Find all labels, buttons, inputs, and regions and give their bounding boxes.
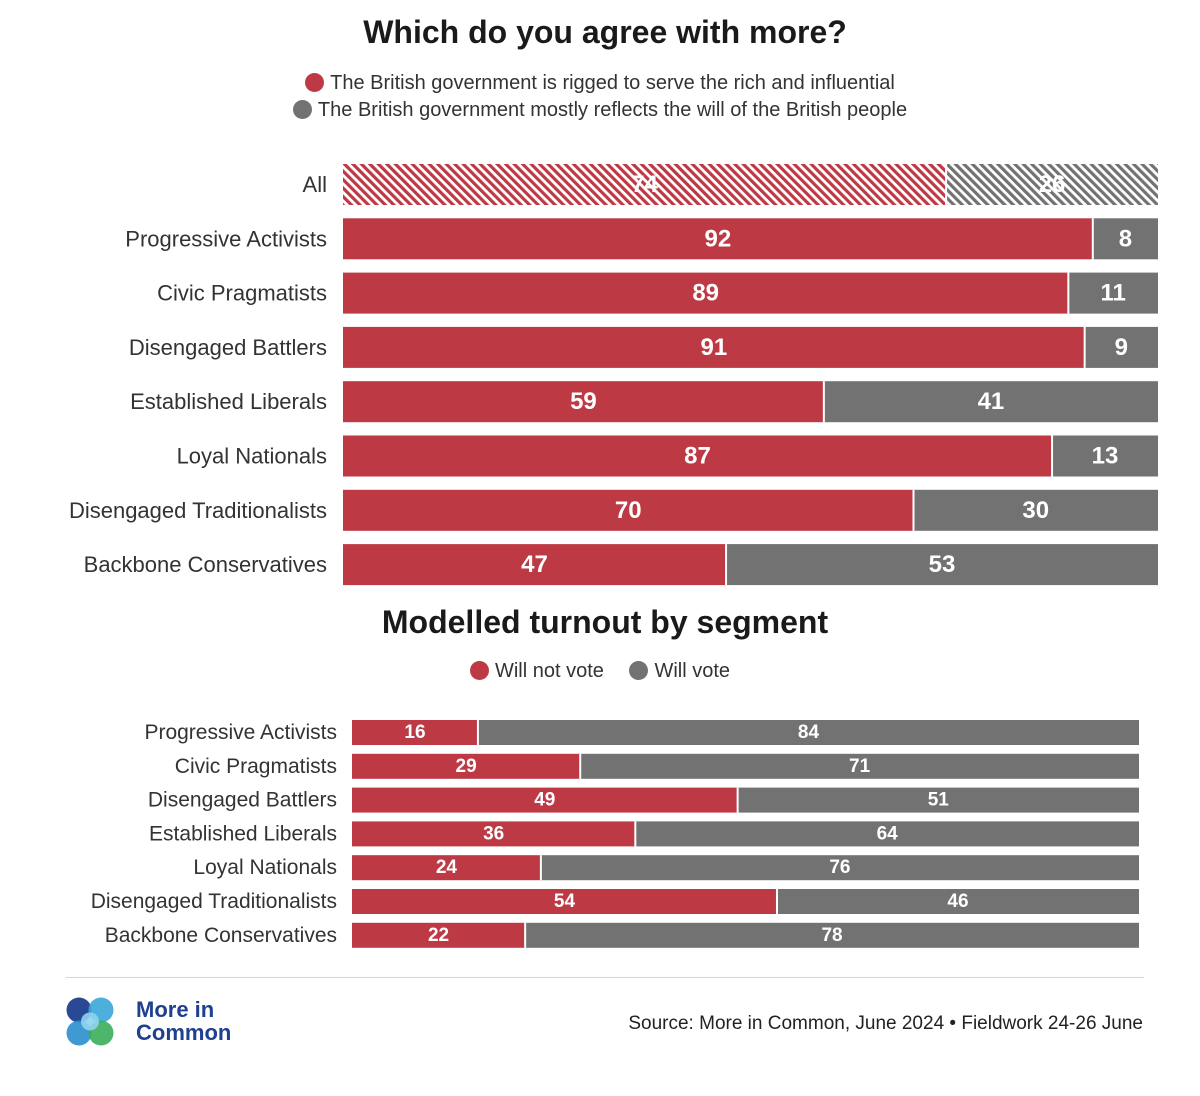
bar-segment-grey <box>913 489 1158 531</box>
data-label-red: 22 <box>428 925 449 946</box>
chart-2-legend-label-1: Will not vote <box>494 660 604 682</box>
category-label: Disengaged Traditionalists <box>91 890 337 913</box>
bar-segment-red <box>343 164 947 205</box>
data-label-red: 16 <box>404 722 425 743</box>
bar-segment-red <box>343 435 1053 477</box>
data-label-grey: 76 <box>829 857 850 878</box>
bar-segment-grey <box>540 855 1139 881</box>
category-label: Disengaged Battlers <box>148 789 337 812</box>
data-label-red: 24 <box>436 857 458 878</box>
more-in-common-logo-icon <box>66 997 114 1046</box>
data-label-red: 70 <box>615 497 642 524</box>
bar-segment-grey <box>1068 272 1158 314</box>
logo-text: More in Common <box>136 998 231 1044</box>
category-label: Backbone Conservatives <box>105 924 337 947</box>
data-label-grey: 9 <box>1115 334 1128 361</box>
category-label: Disengaged Traditionalists <box>69 498 327 523</box>
chart-1-legend-item-2: The British government mostly reflects t… <box>0 99 1200 122</box>
logo-line-1: More in <box>136 997 215 1022</box>
bar-segment-grey <box>946 164 1158 205</box>
bar-segment-red <box>352 821 636 847</box>
data-label-grey: 84 <box>798 722 820 743</box>
data-label-red: 59 <box>570 388 597 415</box>
bar-segment-red <box>343 381 824 423</box>
bar-segment-red <box>343 489 914 531</box>
data-label-red: 89 <box>692 280 719 307</box>
chart-2-plot: Progressive Activists 16 84 Civic Pragmatis… <box>91 720 1139 948</box>
category-label: Established Liberals <box>149 822 337 845</box>
category-label: Disengaged Battlers <box>129 335 327 360</box>
category-label: Civic Pragmatists <box>175 755 337 778</box>
bar-segment-red <box>352 720 478 745</box>
chart-1-legend-label-2: The British government mostly reflects t… <box>317 99 908 121</box>
chart-2-legend: Will not vote Will vote <box>0 660 1200 683</box>
data-label-grey: 78 <box>821 925 842 946</box>
data-label-grey: 13 <box>1092 443 1119 470</box>
chart-1-legend-label-1: The British government is rigged to serv… <box>330 72 895 94</box>
category-label: Loyal Nationals <box>177 444 327 469</box>
legend-dot-icon <box>629 661 649 680</box>
bar-segment-grey <box>726 544 1158 586</box>
data-label-grey: 30 <box>1022 497 1049 524</box>
category-label: Established Liberals <box>130 389 327 414</box>
bar-segment-red <box>343 272 1069 314</box>
bar-segment-red <box>343 218 1093 260</box>
legend-dot-icon <box>469 661 489 680</box>
category-label: Progressive Activists <box>144 721 337 744</box>
legend-dot-icon <box>305 73 325 92</box>
bar-segment-grey <box>823 381 1158 423</box>
chart-1-legend-item-1: The British government is rigged to serv… <box>0 72 1200 95</box>
bar-segment-grey <box>1084 326 1158 368</box>
data-label-red: 36 <box>483 823 504 844</box>
bar-segment-grey <box>635 821 1139 847</box>
bar-segment-grey <box>477 720 1139 745</box>
chart-2-title: Modelled turnout by segment <box>381 604 829 640</box>
data-label-grey: 46 <box>947 891 968 912</box>
legend-dot-icon <box>292 100 312 119</box>
data-label-grey: 64 <box>877 823 899 844</box>
data-label-red: 92 <box>705 225 732 252</box>
bar-segment-red <box>343 544 727 586</box>
data-label-grey: 11 <box>1100 280 1125 307</box>
bar-segment-red <box>352 922 526 948</box>
data-label-grey: 26 <box>1039 171 1066 198</box>
data-label-grey: 41 <box>978 388 1005 415</box>
chart-1-plot: All 74 26 Progressive Activists 92 8 Civic Pra… <box>69 164 1158 586</box>
bar-segment-grey <box>1092 218 1158 260</box>
chart-2-legend-item-1: Will not vote <box>469 660 604 682</box>
data-label-red: 29 <box>456 756 477 777</box>
source-note: Source: More in Common, June 2024 • Fiel… <box>628 1013 1143 1034</box>
data-label-red: 54 <box>554 891 576 912</box>
bar-segment-red <box>352 753 581 779</box>
bar-segment-grey <box>580 753 1139 779</box>
chart-1-title: Which do you agree with more? <box>363 14 847 50</box>
data-label-grey: 51 <box>928 790 950 811</box>
data-label-red: 47 <box>521 551 548 578</box>
footer-divider <box>66 977 1144 978</box>
data-label-red: 49 <box>534 790 555 811</box>
data-label-red: 74 <box>631 171 658 198</box>
logo-line-2: Common <box>136 1020 232 1045</box>
data-label-red: 91 <box>700 334 727 361</box>
bar-segment-red <box>343 326 1085 368</box>
data-label-grey: 53 <box>929 551 956 578</box>
bar-segment-grey <box>776 889 1139 914</box>
category-label: Loyal Nationals <box>193 856 337 879</box>
chart-2-legend-label-2: Will vote <box>654 660 731 682</box>
bar-segment-grey <box>737 787 1139 813</box>
bar-segment-red <box>352 889 777 914</box>
category-label: Backbone Conservatives <box>84 552 327 577</box>
chart-2-legend-item-2: Will vote <box>629 660 730 682</box>
data-label-grey: 8 <box>1119 225 1132 252</box>
bar-segment-red <box>352 787 738 813</box>
data-label-red: 87 <box>684 443 711 470</box>
bar-segment-red <box>352 855 541 881</box>
data-label-grey: 71 <box>849 756 871 777</box>
category-label: Progressive Activists <box>125 226 327 251</box>
category-label: All <box>303 172 327 197</box>
category-label: Civic Pragmatists <box>157 281 327 306</box>
bar-segment-grey <box>525 922 1139 948</box>
bar-segment-grey <box>1052 435 1158 477</box>
